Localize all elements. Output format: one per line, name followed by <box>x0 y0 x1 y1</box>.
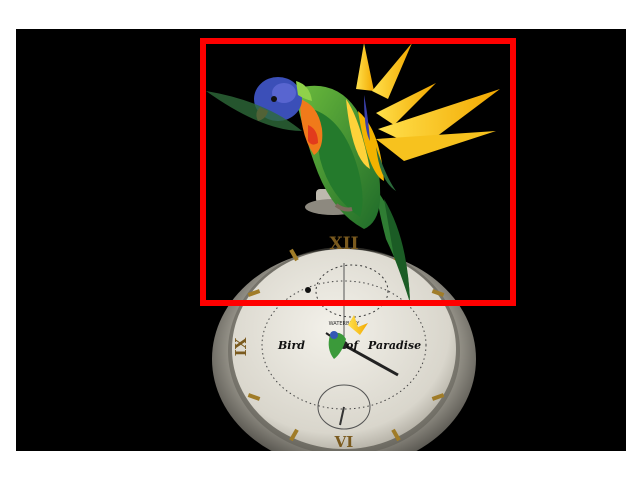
photo-scene: XII VI IX WATERBURY Bird of Paradise <box>206 43 500 451</box>
numeral-ix: IX <box>232 337 250 356</box>
numeral-xii: XII <box>329 234 358 254</box>
parrot <box>254 77 410 303</box>
mini-emblem <box>328 315 368 359</box>
caption-word-of: of <box>346 339 360 352</box>
caption-word-paradise: Paradise <box>367 339 421 352</box>
photo-canvas: XII VI IX WATERBURY Bird of Paradise <box>16 29 626 451</box>
bird-of-paradise-flower <box>346 43 500 191</box>
pocket-watch: XII VI IX WATERBURY Bird of Paradise <box>212 189 476 451</box>
hour-hand <box>343 343 399 377</box>
subdial-top <box>315 264 389 318</box>
caption-word-bird: Bird <box>277 339 305 352</box>
parrot-eye <box>271 96 277 102</box>
numeral-vi: VI <box>334 433 354 451</box>
